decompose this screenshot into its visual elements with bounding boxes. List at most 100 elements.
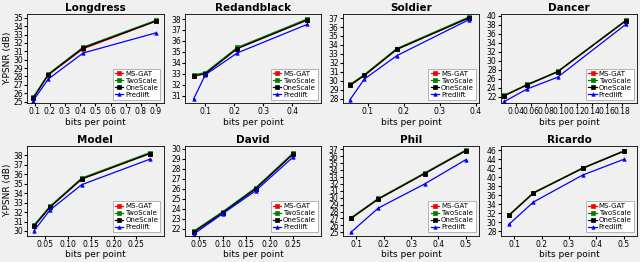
TwoScale xyxy=(346,83,354,86)
Legend: MS-GAT, TwoScale, OneScale, Predlift: MS-GAT, TwoScale, OneScale, Predlift xyxy=(428,201,476,232)
OneScale xyxy=(252,187,259,190)
Line: Predlift: Predlift xyxy=(192,23,308,101)
MS-GAT xyxy=(500,94,508,97)
Line: MS-GAT: MS-GAT xyxy=(32,152,152,228)
Line: TwoScale: TwoScale xyxy=(192,17,308,77)
MS-GAT xyxy=(360,74,368,77)
TwoScale xyxy=(190,73,198,77)
Predlift xyxy=(360,78,368,81)
MS-GAT xyxy=(347,217,355,220)
TwoScale xyxy=(554,70,561,73)
X-axis label: bits per point: bits per point xyxy=(381,118,442,127)
TwoScale xyxy=(30,224,38,227)
Line: TwoScale: TwoScale xyxy=(503,19,628,97)
Title: Soldier: Soldier xyxy=(390,3,432,13)
OneScale xyxy=(234,47,241,50)
Predlift xyxy=(29,99,37,102)
OneScale xyxy=(219,211,227,214)
OneScale xyxy=(500,94,508,97)
Predlift xyxy=(347,231,355,234)
TwoScale xyxy=(289,151,297,155)
MS-GAT xyxy=(29,97,37,100)
OneScale xyxy=(505,214,513,217)
OneScale xyxy=(524,83,531,86)
MS-GAT xyxy=(554,70,561,73)
Line: TwoScale: TwoScale xyxy=(507,149,625,217)
MS-GAT xyxy=(191,230,198,233)
Predlift xyxy=(374,206,382,210)
Line: Predlift: Predlift xyxy=(507,158,625,226)
Predlift xyxy=(393,54,401,57)
X-axis label: bits per point: bits per point xyxy=(539,118,599,127)
MS-GAT xyxy=(620,150,627,153)
Line: MS-GAT: MS-GAT xyxy=(349,149,467,220)
Predlift xyxy=(190,97,198,100)
Predlift xyxy=(191,232,198,235)
OneScale xyxy=(347,217,355,220)
TwoScale xyxy=(421,171,429,174)
MS-GAT xyxy=(579,167,586,170)
TwoScale xyxy=(191,229,198,232)
Legend: MS-GAT, TwoScale, OneScale, Predlift: MS-GAT, TwoScale, OneScale, Predlift xyxy=(586,201,634,232)
OneScale xyxy=(30,225,38,228)
TwoScale xyxy=(78,177,86,180)
TwoScale xyxy=(152,19,160,22)
Predlift xyxy=(346,98,354,101)
Legend: MS-GAT, TwoScale, OneScale, Predlift: MS-GAT, TwoScale, OneScale, Predlift xyxy=(113,69,160,100)
TwoScale xyxy=(303,18,311,21)
OneScale xyxy=(346,84,354,87)
Y-axis label: Y-PSNR (dB): Y-PSNR (dB) xyxy=(3,164,12,217)
TwoScale xyxy=(620,149,627,152)
Line: OneScale: OneScale xyxy=(507,150,625,217)
OneScale xyxy=(462,149,470,152)
TwoScale xyxy=(46,205,54,208)
OneScale xyxy=(79,46,87,50)
Line: MS-GAT: MS-GAT xyxy=(503,19,628,97)
MS-GAT xyxy=(152,20,160,23)
Title: Longdress: Longdress xyxy=(65,3,125,13)
MS-GAT xyxy=(465,17,472,20)
X-axis label: bits per point: bits per point xyxy=(539,250,599,259)
Line: Predlift: Predlift xyxy=(193,155,295,236)
MS-GAT xyxy=(219,211,227,214)
X-axis label: bits per point: bits per point xyxy=(223,118,284,127)
Predlift xyxy=(505,223,513,226)
MS-GAT xyxy=(462,149,470,152)
Line: OneScale: OneScale xyxy=(31,19,158,100)
MS-GAT xyxy=(505,214,513,217)
OneScale xyxy=(360,74,368,77)
Predlift xyxy=(622,23,630,26)
MS-GAT xyxy=(622,19,630,22)
Line: Predlift: Predlift xyxy=(349,158,467,234)
Predlift xyxy=(579,173,586,177)
OneScale xyxy=(421,172,429,175)
MS-GAT xyxy=(530,192,538,195)
Line: OneScale: OneScale xyxy=(32,152,152,228)
Line: Predlift: Predlift xyxy=(348,18,470,101)
Line: TwoScale: TwoScale xyxy=(348,15,470,86)
Line: MS-GAT: MS-GAT xyxy=(192,18,308,78)
Line: MS-GAT: MS-GAT xyxy=(507,150,625,217)
Predlift xyxy=(252,189,259,192)
TwoScale xyxy=(146,151,154,154)
MS-GAT xyxy=(421,172,429,175)
OneScale xyxy=(46,206,54,209)
Predlift xyxy=(421,182,429,185)
Predlift xyxy=(530,200,538,204)
X-axis label: bits per point: bits per point xyxy=(65,250,125,259)
OneScale xyxy=(465,17,472,20)
OneScale xyxy=(303,19,311,22)
Predlift xyxy=(78,183,86,186)
X-axis label: bits per point: bits per point xyxy=(65,118,125,127)
MS-GAT xyxy=(374,198,382,201)
MS-GAT xyxy=(46,206,54,209)
Line: MS-GAT: MS-GAT xyxy=(348,16,470,87)
MS-GAT xyxy=(524,83,531,86)
TwoScale xyxy=(374,197,382,200)
TwoScale xyxy=(219,210,227,213)
MS-GAT xyxy=(146,152,154,155)
TwoScale xyxy=(393,47,401,50)
Predlift xyxy=(500,100,508,103)
MS-GAT xyxy=(78,177,86,181)
OneScale xyxy=(45,73,52,76)
